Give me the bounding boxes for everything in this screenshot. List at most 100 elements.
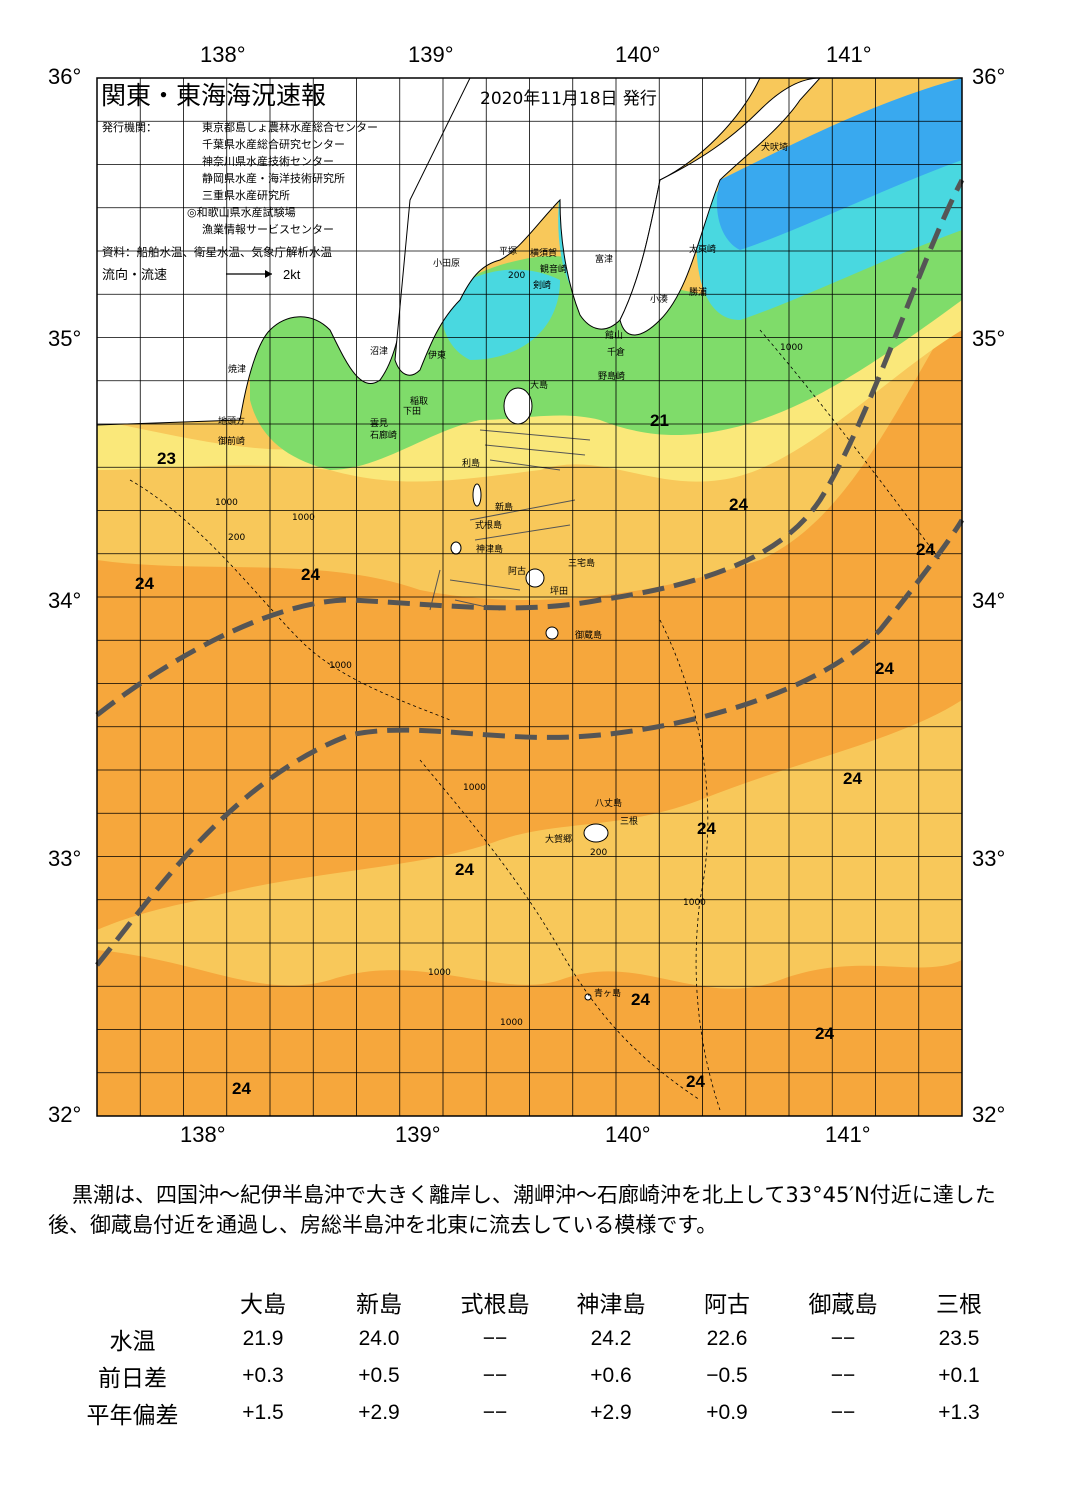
table-cell: +1.3	[938, 1400, 980, 1424]
table-cell: +0.3	[242, 1363, 284, 1387]
place-label: 館山	[605, 329, 623, 341]
table-cell: −−	[482, 1326, 508, 1350]
lon-labels-bottom: 138° 139° 140° 141°	[180, 1122, 871, 1147]
place-label: 大島	[530, 379, 548, 391]
place-label: 三宅島	[568, 557, 595, 569]
place-label: 野島崎	[598, 370, 625, 382]
lat-label: 33°	[972, 846, 1005, 871]
contour-label: 1000	[428, 968, 451, 978]
place-label: 大賀郷	[545, 833, 572, 845]
table-cell: −−	[482, 1363, 508, 1387]
contour-label: 1000	[683, 898, 706, 908]
table-cell: −−	[482, 1400, 508, 1424]
place-label: 太東崎	[689, 243, 716, 255]
lon-label: 141°	[825, 1122, 871, 1147]
table-cell: +0.6	[590, 1363, 632, 1387]
table-cell: 23.5	[938, 1326, 980, 1350]
lon-label: 140°	[605, 1122, 651, 1147]
lat-labels-left: 36° 35° 34° 33° 32°	[48, 64, 81, 1127]
place-label: 神津島	[476, 543, 503, 555]
lon-label: 139°	[408, 42, 454, 67]
place-label: 千倉	[607, 346, 625, 358]
lon-label: 140°	[615, 42, 661, 67]
table-corner	[60, 1283, 205, 1320]
flow-scale-value: 2kt	[283, 267, 301, 282]
temperature-label: 23	[157, 449, 176, 468]
issuer-list: 東京都島しょ農林水産総合センター 千葉県水産総合研究センター 神奈川県水産技術セ…	[187, 120, 378, 236]
kuroshio-path	[95, 178, 965, 967]
island-hachijojima	[583, 823, 609, 843]
lat-label: 35°	[972, 326, 1005, 351]
issuer-item: 千葉県水産総合研究センター	[202, 137, 345, 151]
island-aogashima	[584, 993, 592, 1001]
issuer-item: 東京都島しょ農林水産総合センター	[202, 120, 378, 134]
land-boso	[619, 78, 821, 336]
flow-legend-label: 流向・流速	[102, 267, 167, 283]
table-cell: +0.9	[706, 1400, 748, 1424]
observation-table: 大島 新島 式根島 神津島 阿古 御蔵島 三根 水温 21.9 24.0 −− …	[60, 1283, 1017, 1431]
place-names: 焼津 地頭方 御前崎 沼津 伊東 稲取 下田 雲見 石廊崎 小田原 平塚 横須賀…	[218, 141, 788, 999]
place-label: 稲取	[410, 395, 428, 407]
place-label: 横須賀	[530, 247, 557, 259]
temperature-label: 24	[815, 1024, 834, 1043]
contour-label: 1000	[463, 783, 486, 793]
kuroshio-summary: 黒潮は、四国沖～紀伊半島沖で大きく離岸し、潮岬沖～石廊崎沖を北上して33°45′…	[48, 1180, 1008, 1240]
contour-label: 200	[228, 533, 245, 543]
place-label: 平塚	[499, 246, 517, 257]
contour-label: 200	[508, 271, 525, 281]
place-label: 焼津	[228, 364, 246, 375]
temperature-label: 24	[875, 659, 894, 678]
lat-label: 35°	[48, 326, 81, 351]
place-label: 観音崎	[540, 263, 567, 275]
table-row: 水温 21.9 24.0 −− 24.2 22.6 −− 23.5	[60, 1320, 1017, 1357]
contour-label: 1000	[780, 343, 803, 353]
row-header: 水温	[109, 1328, 156, 1355]
summary-text: 黒潮は、四国沖～紀伊半島沖で大きく離岸し、潮岬沖～石廊崎沖を北上して33°45′…	[48, 1183, 996, 1237]
place-label: 青ヶ島	[594, 987, 621, 999]
map-frame	[96, 77, 963, 1117]
temperature-label: 21	[650, 411, 669, 430]
lat-label: 34°	[48, 588, 81, 613]
row-header: 前日差	[98, 1365, 167, 1392]
temperature-labels: 23 24 24 24 21 24 24 24 24 24 24 24 24 2…	[135, 411, 935, 1098]
map-title: 関東・東海海況速報	[101, 81, 326, 110]
issuer-label: 発行機関：	[102, 120, 157, 134]
lon-label: 141°	[826, 42, 872, 67]
column-header: 阿古	[704, 1291, 750, 1318]
contour-label: 1000	[500, 1018, 523, 1028]
place-label: 小田原	[433, 258, 460, 269]
island-mikurajima	[545, 626, 559, 640]
place-label: 富津	[595, 253, 613, 265]
temperature-label: 24	[135, 574, 154, 593]
lat-label: 36°	[972, 64, 1005, 89]
place-label: 伊東	[428, 349, 446, 361]
place-label: 下田	[403, 406, 421, 417]
table-cell: −−	[830, 1363, 856, 1387]
place-label: 沼津	[370, 346, 388, 357]
issuer-item: 三重県水産研究所	[202, 188, 290, 202]
place-label: 式根島	[475, 519, 502, 531]
map-header: 関東・東海海況速報 2020年11月18日 発行 発行機関： 東京都島しょ農林水…	[101, 81, 657, 283]
column-header: 式根島	[460, 1291, 530, 1318]
lat-label: 33°	[48, 846, 81, 871]
table-cell: 21.9	[242, 1326, 284, 1350]
place-label: 御前崎	[218, 435, 245, 447]
table-cell: +1.5	[242, 1400, 284, 1424]
column-header: 大島	[240, 1291, 286, 1318]
column-header: 三根	[936, 1291, 982, 1318]
table-row: 前日差 +0.3 +0.5 −− +0.6 −0.5 −− +0.1	[60, 1357, 1017, 1394]
table-cell: −−	[830, 1400, 856, 1424]
contour-label: 200	[590, 848, 607, 858]
contour-labels: 1000 200 1000 200 1000 1000 1000 1000 20…	[215, 271, 803, 1028]
place-label: 阿古	[508, 565, 526, 577]
table-cell: 22.6	[706, 1326, 748, 1350]
place-label: 御蔵島	[575, 629, 602, 641]
table-cell: +0.5	[358, 1363, 400, 1387]
place-label: 八丈島	[595, 797, 622, 809]
data-source: 資料：船舶水温、衛星水温、気象庁解析水温	[102, 245, 332, 259]
table-row: 平年偏差 +1.5 +2.9 −− +2.9 +0.9 −− +1.3	[60, 1394, 1017, 1431]
table-header-row: 大島 新島 式根島 神津島 阿古 御蔵島 三根	[60, 1283, 1017, 1320]
table-cell: −0.5	[706, 1363, 748, 1387]
lat-label: 32°	[48, 1102, 81, 1127]
table-cell: 24.2	[590, 1326, 632, 1350]
